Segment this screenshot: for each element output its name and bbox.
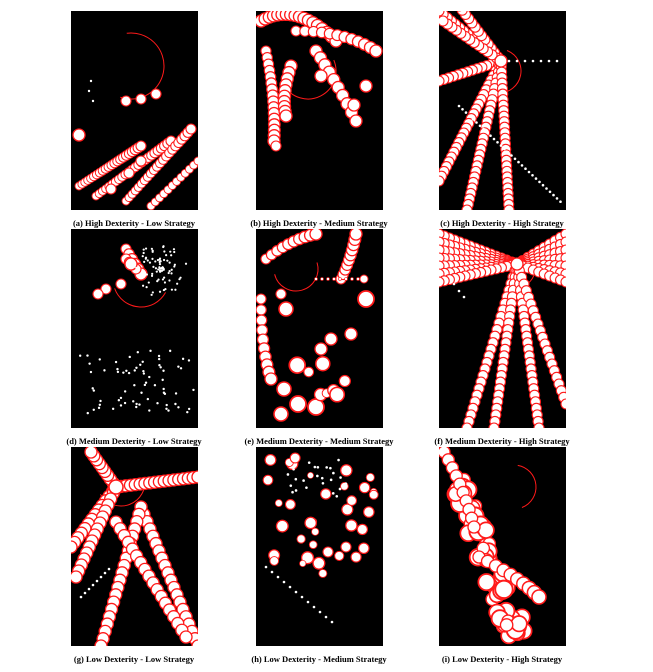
- trajectory-plot: [439, 447, 547, 645]
- trajectory-plot: [262, 452, 379, 624]
- trajectory-plot: [72, 32, 198, 210]
- panel-e-trajectory: [256, 229, 383, 428]
- panel-d-trajectory: [71, 229, 198, 428]
- caption-g: (g) Low Dexterity - Low Strategy: [73, 654, 195, 664]
- caption-h: (h) Low Dexterity - Medium Strategy: [251, 654, 387, 664]
- caption-e: (e) Medium Dexterity - Medium Strategy: [244, 436, 394, 446]
- trajectory-plot: [71, 447, 198, 646]
- panel-g-trajectory: [71, 447, 198, 646]
- panel-b-trajectory: [256, 11, 383, 210]
- panel-c-trajectory: [439, 11, 566, 210]
- trajectory-plot: [256, 229, 375, 422]
- panel-h-trajectory: [256, 447, 383, 646]
- panel-f-trajectory: [439, 229, 566, 428]
- panel-i-trajectory: [439, 447, 566, 646]
- caption-c: (c) High Dexterity - High Strategy: [440, 218, 564, 228]
- caption-d: (d) Medium Dexterity - Low Strategy: [66, 436, 202, 446]
- caption-b: (b) High Dexterity - Medium Strategy: [250, 218, 388, 228]
- panel-a-trajectory: [71, 11, 198, 210]
- trajectory-plot: [78, 243, 195, 415]
- trajectory-plot: [256, 11, 383, 152]
- caption-f: (f) Medium Dexterity - High Strategy: [434, 436, 570, 446]
- caption-i: (i) Low Dexterity - High Strategy: [441, 654, 563, 664]
- caption-a: (a) High Dexterity - Low Strategy: [72, 218, 196, 228]
- trajectory-plot: [439, 229, 566, 428]
- trajectory-plot: [439, 11, 562, 210]
